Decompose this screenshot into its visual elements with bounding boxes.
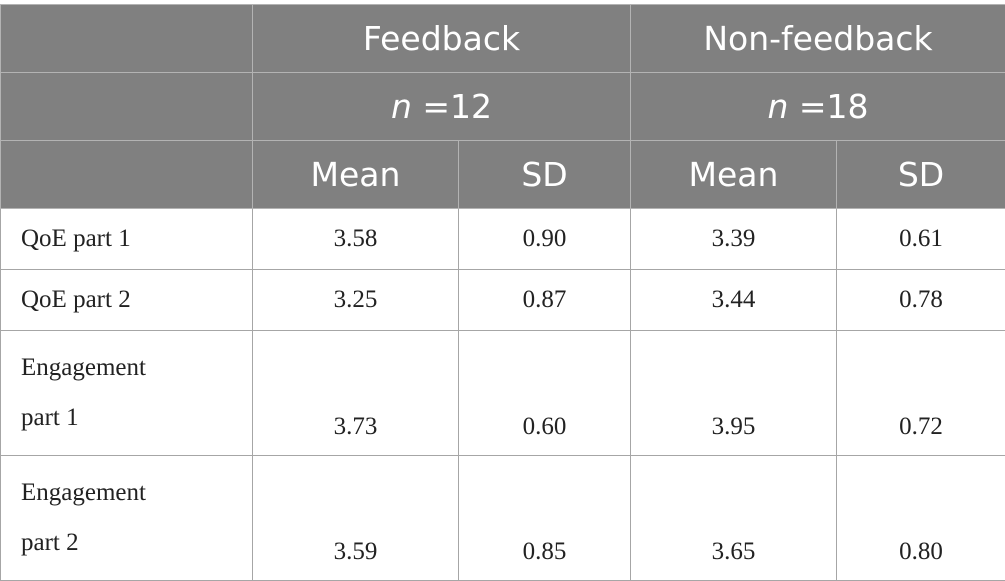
cell-value: 3.25: [253, 270, 459, 331]
sample-size-row: n =12 n =18: [1, 73, 1005, 141]
col-header-mean: Mean: [253, 141, 459, 209]
col-header-sd: SD: [459, 141, 631, 209]
corner-cell: [1, 5, 253, 73]
row-label-line: part 1: [21, 404, 79, 431]
row-label-line: part 2: [21, 529, 79, 556]
row-label: QoE part 1: [1, 209, 253, 270]
cell-value: 0.72: [837, 331, 1005, 456]
cell-value: 3.73: [253, 331, 459, 456]
n-value: =18: [788, 87, 868, 126]
cell-value: 0.78: [837, 270, 1005, 331]
cell-value: 0.85: [459, 456, 631, 581]
row-label: QoE part 2: [1, 270, 253, 331]
cell-value: 0.87: [459, 270, 631, 331]
cell-value: 3.95: [631, 331, 837, 456]
table-row: QoE part 2 3.25 0.87 3.44 0.78: [1, 270, 1005, 331]
cell-value: 0.60: [459, 331, 631, 456]
n-symbol: n: [391, 87, 412, 126]
group-header-row: Feedback Non-feedback: [1, 5, 1005, 73]
stat-header-row: Mean SD Mean SD: [1, 141, 1005, 209]
col-header-mean: Mean: [631, 141, 837, 209]
cell-value: 0.90: [459, 209, 631, 270]
cell-value: 3.39: [631, 209, 837, 270]
cell-value: 3.44: [631, 270, 837, 331]
col-header-sd: SD: [837, 141, 1005, 209]
n-value: =12: [412, 87, 492, 126]
group-header-non-feedback: Non-feedback: [631, 5, 1005, 73]
table-row: QoE part 1 3.58 0.90 3.39 0.61: [1, 209, 1005, 270]
sample-size-non-feedback: n =18: [631, 73, 1005, 141]
n-symbol: n: [767, 87, 788, 126]
corner-cell: [1, 141, 253, 209]
row-label-line: Engagement: [21, 354, 146, 381]
statistics-table: Feedback Non-feedback n =12 n =18 Mean S…: [0, 4, 1005, 581]
group-header-feedback: Feedback: [253, 5, 631, 73]
table-row: Engagement part 1 3.73 0.60 3.95 0.72: [1, 331, 1005, 456]
cell-value: 3.59: [253, 456, 459, 581]
sample-size-feedback: n =12: [253, 73, 631, 141]
cell-value: 3.58: [253, 209, 459, 270]
cell-value: 0.61: [837, 209, 1005, 270]
row-label-line: Engagement: [21, 479, 146, 506]
table-row: Engagement part 2 3.59 0.85 3.65 0.80: [1, 456, 1005, 581]
cell-value: 3.65: [631, 456, 837, 581]
corner-cell: [1, 73, 253, 141]
row-label: Engagement part 2: [1, 456, 253, 581]
row-label: Engagement part 1: [1, 331, 253, 456]
cell-value: 0.80: [837, 456, 1005, 581]
